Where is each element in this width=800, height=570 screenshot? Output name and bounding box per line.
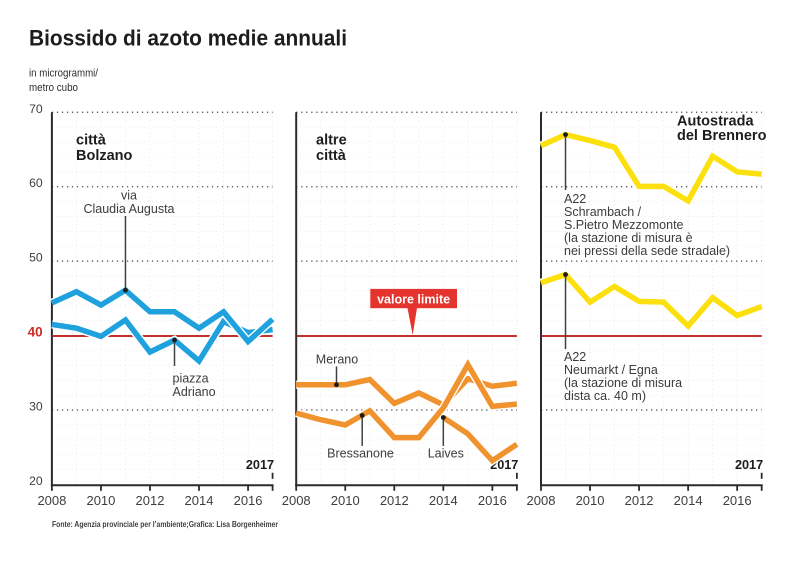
svg-text:50: 50 (29, 251, 43, 265)
svg-text:2012: 2012 (380, 493, 409, 508)
svg-text:70: 70 (29, 102, 43, 116)
svg-text:30: 30 (29, 400, 43, 414)
svg-text:del Brennero: del Brennero (677, 128, 767, 144)
svg-text:Merano: Merano (316, 353, 358, 367)
svg-text:(la stazione di misura è: (la stazione di misura è (564, 231, 693, 245)
svg-text:piazza: piazza (173, 372, 209, 386)
svg-text:2008: 2008 (37, 493, 66, 508)
svg-text:(la stazione di misura: (la stazione di misura (564, 376, 682, 390)
svg-text:2010: 2010 (331, 493, 360, 508)
svg-text:altre: altre (316, 133, 347, 149)
svg-text:2012: 2012 (136, 493, 165, 508)
svg-text:Bressanone: Bressanone (327, 447, 394, 461)
svg-text:in microgrammi/: in microgrammi/ (29, 67, 99, 79)
svg-text:2014: 2014 (429, 493, 458, 508)
svg-text:2008: 2008 (282, 493, 311, 508)
svg-text:Laives: Laives (428, 447, 464, 461)
svg-text:2016: 2016 (723, 493, 752, 508)
svg-text:2016: 2016 (234, 493, 263, 508)
svg-text:Claudia Augusta: Claudia Augusta (83, 202, 174, 216)
svg-text:Adriano: Adriano (173, 385, 216, 399)
svg-text:A22: A22 (564, 192, 586, 206)
svg-text:S.Pietro Mezzomonte: S.Pietro Mezzomonte (564, 218, 684, 232)
svg-text:2010: 2010 (86, 493, 115, 508)
svg-text:60: 60 (29, 176, 43, 190)
svg-text:nei pressi della sede stradale: nei pressi della sede stradale) (564, 244, 730, 258)
svg-text:2014: 2014 (185, 493, 214, 508)
svg-text:40: 40 (28, 324, 43, 339)
svg-text:2008: 2008 (527, 493, 556, 508)
svg-text:valore limite: valore limite (377, 292, 450, 306)
svg-text:Biossido di azoto medie annual: Biossido di azoto medie annuali (29, 25, 347, 50)
svg-text:città: città (76, 133, 107, 149)
svg-text:2017: 2017 (246, 458, 274, 472)
svg-text:dista ca. 40 m): dista ca. 40 m) (564, 389, 646, 403)
svg-text:Autostrada: Autostrada (677, 114, 754, 130)
svg-text:A22: A22 (564, 350, 586, 364)
svg-text:Neumarkt / Egna: Neumarkt / Egna (564, 363, 658, 377)
svg-text:Bolzano: Bolzano (76, 148, 133, 164)
svg-text:20: 20 (29, 474, 43, 488)
svg-text:2010: 2010 (576, 493, 605, 508)
svg-text:2012: 2012 (625, 493, 654, 508)
svg-text:Schrambach /: Schrambach / (564, 205, 642, 219)
svg-text:2017: 2017 (735, 458, 763, 472)
svg-text:Fonte: Agenzia provinciale per: Fonte: Agenzia provinciale per l’ambient… (52, 520, 278, 529)
svg-text:2016: 2016 (478, 493, 507, 508)
svg-text:2014: 2014 (674, 493, 703, 508)
svg-text:città: città (316, 148, 347, 164)
svg-text:metro cubo: metro cubo (29, 82, 78, 94)
svg-text:via: via (121, 189, 137, 203)
